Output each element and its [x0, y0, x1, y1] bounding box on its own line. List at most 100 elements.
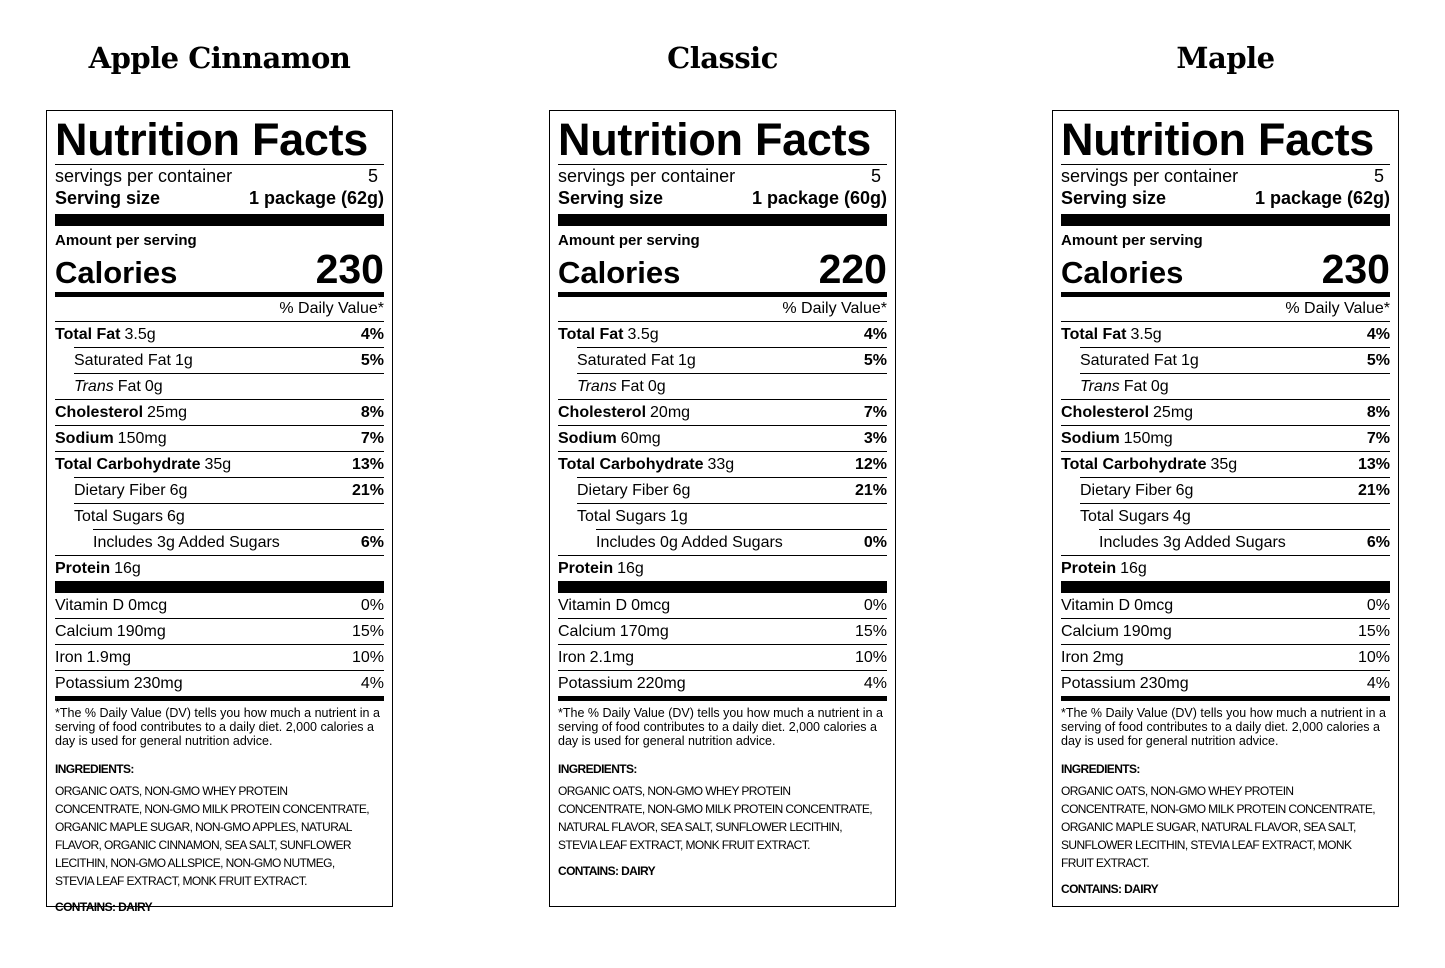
nutrient-label: Total Sugars 6g	[74, 504, 185, 529]
vitamin-amount: 2mg	[1092, 649, 1124, 666]
nutrient-amount: 60mg	[620, 430, 661, 447]
nutrient-label: Cholesterol 20mg	[558, 400, 690, 425]
allergens: CONTAINS: DAIRY	[558, 864, 656, 878]
nutrient-label: Protein 16g	[1061, 556, 1147, 581]
nutrient-label: Saturated Fat 1g	[74, 348, 193, 373]
vitamin-name: Potassium	[55, 675, 130, 692]
ingredients-label: INGREDIENTS:	[558, 762, 637, 776]
nutrient-row: Sodium 60mg 3%	[558, 425, 887, 451]
nutrient-row: Total Carbohydrate 35g 13%	[55, 451, 384, 477]
nutrient-row: Total Carbohydrate 33g 12%	[558, 451, 887, 477]
nutrient-amount: 6g	[1175, 482, 1194, 499]
nutrient-name: Fat	[620, 378, 644, 395]
nutrient-name: Total Carbohydrate	[558, 456, 704, 473]
vitamin-amount: 0mcg	[631, 597, 671, 614]
nutrient-label: Dietary Fiber 6g	[74, 478, 187, 503]
nutrient-label: Includes 3g Added Sugars	[93, 530, 280, 555]
vitamin-dv: 10%	[1357, 649, 1390, 666]
servings-row: servings per container 5	[1061, 165, 1390, 187]
vitamin-name: Vitamin D	[1061, 597, 1131, 614]
nutrient-amount: 25mg	[1153, 404, 1194, 421]
amount-label: Amount per serving	[55, 232, 197, 249]
nutrient-row: Includes 3g Added Sugars 6%	[93, 529, 384, 555]
calories-row: Calories 220	[558, 249, 887, 297]
nutrient-label: Trans Fat 0g	[1080, 374, 1169, 399]
nutrient-label: Trans Fat 0g	[74, 374, 163, 399]
nutrient-amount: 35g	[1210, 456, 1238, 473]
vitamin-dv: 4%	[863, 675, 887, 692]
vitamin-row: Iron 2.1mg 10%	[558, 644, 887, 670]
serving-size-label: Serving size	[1061, 188, 1167, 208]
nutrient-row: Total Fat 3.5g 4%	[1061, 321, 1390, 347]
vitamin-label: Iron 1.9mg	[55, 645, 131, 670]
vitamin-amount: 230mg	[133, 675, 183, 692]
nutrient-row: Cholesterol 25mg 8%	[55, 399, 384, 425]
nutrient-amount: 0g	[1150, 378, 1169, 395]
nutrient-row: Protein 16g	[558, 555, 887, 581]
nutrient-italic: Trans	[1080, 378, 1120, 395]
serving-size-label: Serving size	[55, 188, 161, 208]
nutrient-amount: 25mg	[147, 404, 188, 421]
nutrient-amount: 6g	[672, 482, 691, 499]
nutrient-label: Total Sugars 1g	[577, 504, 688, 529]
nutrient-amount: 35g	[204, 456, 232, 473]
nutrient-name: Cholesterol	[55, 404, 144, 421]
nutrient-label: Total Fat 3.5g	[558, 322, 659, 347]
vitamin-dv: 4%	[360, 675, 384, 692]
nutrient-amount: 0g	[144, 378, 163, 395]
dv-header: % Daily Value*	[279, 300, 384, 317]
serving-size-label: Serving size	[558, 188, 664, 208]
nutrient-name: Includes 3g Added Sugars	[1099, 534, 1286, 551]
nutrient-amount: 0g	[647, 378, 666, 395]
nutrient-label: Protein 16g	[558, 556, 644, 581]
serving-size-value: 1 package (62g)	[1254, 188, 1390, 208]
nutrient-dv: 5%	[1366, 352, 1390, 369]
servings-row: servings per container 5	[558, 165, 887, 187]
thick-rule	[558, 214, 887, 226]
nutrient-row: Saturated Fat 1g 5%	[74, 347, 384, 373]
footnote: *The % Daily Value (DV) tells you how mu…	[55, 706, 380, 748]
allergens: CONTAINS: DAIRY	[1061, 882, 1159, 896]
nutrient-row: Cholesterol 25mg 8%	[1061, 399, 1390, 425]
thick-rule	[55, 214, 384, 226]
nutrient-label: Includes 0g Added Sugars	[596, 530, 783, 555]
nutrient-row: Cholesterol 20mg 7%	[558, 399, 887, 425]
nutrient-row: Sodium 150mg 7%	[55, 425, 384, 451]
nutrient-dv: 7%	[863, 404, 887, 421]
nutrient-amount: 33g	[707, 456, 735, 473]
nutrient-amount: 6g	[166, 508, 185, 525]
nutrient-name: Total Fat	[1061, 326, 1127, 343]
nutrient-name: Includes 3g Added Sugars	[93, 534, 280, 551]
nutrient-amount: 1g	[1180, 352, 1199, 369]
nutrient-row: Sodium 150mg 7%	[1061, 425, 1390, 451]
nutrient-label: Total Carbohydrate 35g	[55, 452, 231, 477]
nutrient-dv: 6%	[1366, 534, 1390, 551]
vitamin-row: Vitamin D 0mcg 0%	[558, 593, 887, 618]
serving-size-row: Serving size 1 package (62g)	[1061, 187, 1390, 209]
thick-rule	[55, 581, 384, 593]
vitamin-label: Potassium 220mg	[558, 671, 686, 696]
vitamin-label: Iron 2mg	[1061, 645, 1124, 670]
servings-label: servings per container	[1061, 166, 1239, 186]
nutrient-name: Saturated Fat	[74, 352, 171, 369]
vitamin-row: Vitamin D 0mcg 0%	[1061, 593, 1390, 618]
nutrient-name: Saturated Fat	[1080, 352, 1177, 369]
nutrient-name: Total Carbohydrate	[1061, 456, 1207, 473]
nutrient-amount: 6g	[169, 482, 188, 499]
dv-header: % Daily Value*	[1285, 300, 1390, 317]
vitamin-dv: 15%	[854, 623, 887, 640]
nutrient-dv: 4%	[360, 326, 384, 343]
nutrient-dv: 8%	[1366, 404, 1390, 421]
nutrient-name: Total Sugars	[74, 508, 163, 525]
vitamin-label: Potassium 230mg	[55, 671, 183, 696]
nutrient-name: Total Fat	[558, 326, 624, 343]
vitamins: Vitamin D 0mcg 0% Calcium 190mg 15% Iron 2mg 10%…	[1061, 593, 1390, 701]
vitamin-amount: 220mg	[636, 675, 686, 692]
vitamin-label: Vitamin D 0mcg	[558, 593, 670, 618]
servings-value: 5	[367, 166, 378, 186]
nutrient-amount: 3.5g	[1130, 326, 1162, 343]
nutrient-label: Total Sugars 4g	[1080, 504, 1191, 529]
vitamin-amount: 0mcg	[128, 597, 168, 614]
vitamin-name: Iron	[55, 649, 83, 666]
